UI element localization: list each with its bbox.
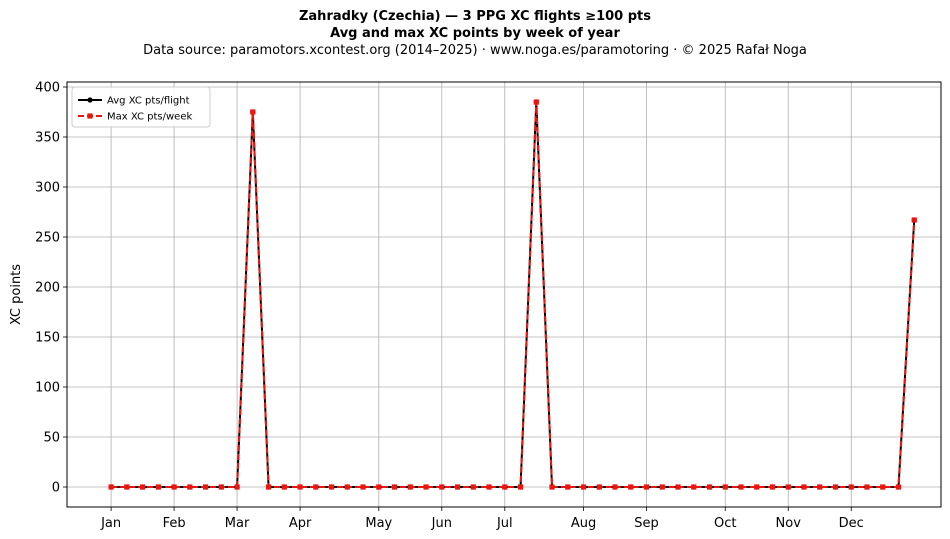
- legend-box: [71, 86, 211, 128]
- data-point: [486, 484, 492, 490]
- x-tick-label: Jun: [431, 516, 452, 531]
- data-point: [769, 484, 776, 490]
- y-axis: 0 50 100 150 200 250 300 350 400: [35, 81, 67, 496]
- y-tick-label: 150: [35, 331, 60, 346]
- legend-label: Max XC pts/week: [107, 112, 192, 123]
- x-tick-label: Jul: [496, 516, 513, 531]
- x-tick-label: Oct: [714, 516, 736, 531]
- y-tick-label: 250: [35, 231, 60, 246]
- data-point: [423, 484, 429, 490]
- x-tick-label: Dec: [839, 516, 864, 531]
- data-point: [155, 484, 161, 490]
- data-point: [234, 484, 240, 490]
- x-tick-label: Mar: [225, 516, 250, 531]
- x-tick-label: Feb: [163, 516, 186, 531]
- x-tick-label: Jan: [100, 516, 121, 531]
- y-axis-label: XC points: [9, 264, 24, 325]
- legend-marker: [87, 97, 93, 103]
- data-point: [738, 484, 744, 490]
- data-point: [565, 484, 571, 490]
- data-point: [895, 484, 902, 490]
- data-point: [612, 484, 618, 490]
- data-point: [108, 484, 114, 490]
- data-point: [832, 484, 839, 490]
- data-point: [549, 484, 555, 490]
- data-point: [691, 484, 697, 490]
- data-point: [628, 484, 634, 490]
- grid: [67, 82, 941, 507]
- data-point: [864, 484, 870, 490]
- legend-label: Avg XC pts/flight: [107, 96, 190, 107]
- data-point: [391, 484, 398, 490]
- x-tick-label: Nov: [776, 516, 802, 531]
- y-tick-label: 0: [52, 481, 60, 496]
- chart-titles: Zahradky (Czechia) — 3 PPG XC flights ≥1…: [0, 8, 950, 59]
- data-point: [754, 484, 760, 490]
- data-point: [675, 484, 681, 490]
- data-source-note: Data source: paramotors.xcontest.org (20…: [143, 43, 807, 58]
- data-point: [502, 484, 508, 490]
- series-line: [111, 101, 916, 488]
- data-point: [124, 484, 130, 490]
- data-point: [139, 484, 146, 490]
- x-tick-label: Aug: [571, 516, 596, 531]
- data-point: [187, 484, 193, 490]
- data-point: [911, 217, 917, 223]
- y-tick-label: 100: [35, 381, 60, 396]
- x-tick-label: May: [365, 516, 392, 531]
- data-point: [360, 484, 366, 490]
- y-tick-label: 350: [35, 131, 60, 146]
- data-point: [596, 484, 602, 490]
- data-point: [454, 484, 461, 490]
- data-point: [344, 484, 350, 490]
- data-point: [580, 484, 587, 490]
- data-point: [171, 484, 177, 490]
- x-tick-label: Sep: [634, 516, 659, 531]
- data-point: [517, 484, 524, 490]
- data-point: [848, 484, 854, 490]
- data-point: [801, 484, 807, 490]
- chart-title: Zahradky (Czechia) — 3 PPG XC flights ≥1…: [298, 9, 652, 24]
- data-point: [880, 484, 886, 490]
- legend: Avg XC pts/flight Max XC pts/week: [71, 86, 211, 128]
- y-tick-label: 400: [35, 81, 60, 96]
- y-tick-label: 200: [35, 281, 60, 296]
- data-point: [470, 484, 476, 490]
- data-point: [706, 484, 713, 490]
- data-point: [643, 484, 650, 490]
- data-point: [817, 484, 823, 490]
- data-point: [407, 484, 413, 490]
- data-point: [202, 484, 209, 490]
- data-point: [439, 484, 445, 490]
- data-point: [313, 484, 319, 490]
- data-point: [297, 484, 303, 490]
- y-tick-label: 300: [35, 181, 60, 196]
- series-line: [111, 101, 916, 488]
- x-tick-label: Apr: [289, 516, 312, 531]
- data-point: [281, 484, 287, 490]
- data-point: [659, 484, 665, 490]
- data-point: [265, 484, 272, 490]
- x-axis: Jan Feb Mar Apr May Jun Jul Aug Sep Oct Nov Dec: [100, 507, 864, 531]
- data-point: [250, 109, 256, 115]
- legend-marker: [87, 113, 93, 119]
- data-point: [722, 484, 728, 490]
- series: [108, 99, 917, 490]
- y-tick-label: 50: [43, 431, 60, 446]
- data-point: [376, 484, 382, 490]
- plot-frame: [66, 81, 942, 508]
- data-point: [785, 484, 791, 490]
- data-point: [533, 99, 539, 105]
- chart-subtitle: Avg and max XC points by week of year: [330, 26, 620, 41]
- data-point: [218, 484, 224, 490]
- data-point: [328, 484, 335, 490]
